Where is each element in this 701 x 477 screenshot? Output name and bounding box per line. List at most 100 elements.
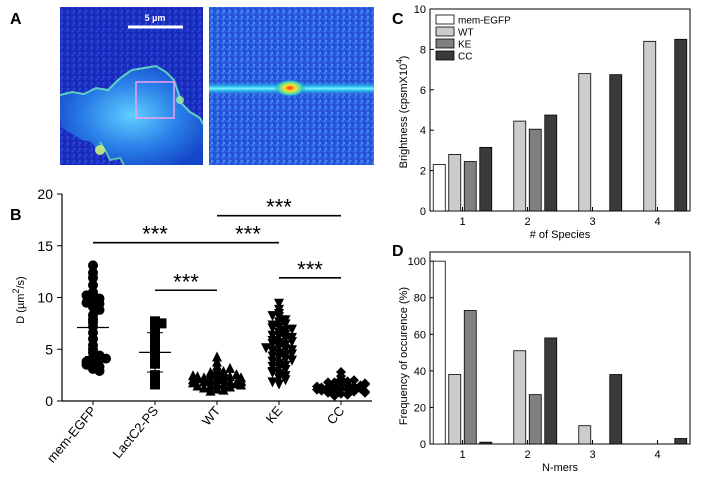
panel-c-ylabel: Brightness (cpsmX104) — [395, 56, 410, 169]
panel-d-ytick-label: 40 — [414, 366, 426, 378]
panel-b-ytick-label: 0 — [45, 393, 53, 409]
panel-c-ytick-label: 0 — [420, 206, 426, 218]
data-point — [274, 298, 284, 309]
panel-c-xlabel: # of Species — [530, 229, 591, 241]
panel-d-bar: Frequency of occurence (%) N-mers 0 20 40 6… — [398, 251, 691, 474]
data-point — [267, 368, 278, 379]
data-point — [225, 381, 235, 392]
panel-b-ytick-label: 15 — [37, 238, 53, 254]
panel-b-ytick-label: 5 — [45, 341, 53, 357]
data-point — [94, 365, 105, 376]
panel-d-bar-KE — [463, 310, 477, 445]
panel-d-bar-CC — [479, 441, 493, 445]
panel-d-xtick-label: 4 — [654, 449, 660, 461]
data-point — [225, 362, 235, 373]
panel-b-xtick-label: mem-EGFP — [44, 403, 100, 465]
data-point — [212, 351, 222, 362]
panel-d-bar-CC — [544, 337, 558, 445]
panel-label-a: A — [10, 11, 22, 28]
data-point — [150, 379, 160, 390]
roi-box — [135, 81, 175, 119]
panel-d-bar-WT — [513, 350, 527, 445]
panel-c-bar: Brightness (cpsmX104) # of Species 0 2 4 6 8… — [395, 4, 691, 241]
panel-label-c: C — [392, 11, 404, 28]
panel-b-series-CC — [312, 367, 370, 401]
panel-b-xtick-label: LactC2-PS — [109, 403, 161, 461]
data-point — [188, 370, 198, 381]
panel-c-legend-label: WT — [458, 28, 474, 39]
panel-d-ytick-label: 20 — [414, 402, 426, 414]
panel-d-bar-WT — [578, 425, 592, 445]
panel-b-xtick-label: KE — [263, 403, 286, 426]
panel-c-ytick-label: 8 — [420, 44, 426, 56]
panel-c-bar-CC — [479, 146, 493, 212]
panel-d-xtick-label: 1 — [459, 449, 465, 461]
panel-b-scatter: D (µm2/s) 0 5 10 15 20 mem-EGFP LactC2-PS WT KE C… — [11, 186, 372, 465]
panel-c-plot-frame — [429, 8, 691, 212]
data-point — [329, 390, 340, 401]
panel-d-ytick-label: 100 — [408, 256, 426, 268]
panel-c-bar-CC — [609, 74, 623, 212]
data-point — [267, 361, 278, 372]
panel-c-ytick-label: 4 — [420, 125, 426, 137]
data-point — [323, 377, 333, 388]
panel-b-significance-label: *** — [173, 269, 199, 294]
panel-b-ylabel: D (µm2/s) — [11, 276, 27, 323]
data-point — [287, 337, 297, 348]
panel-c-ytick-label: 6 — [420, 85, 426, 97]
panel-d-xtick-label: 3 — [589, 449, 595, 461]
data-point — [312, 384, 322, 395]
data-point — [88, 260, 98, 271]
data-point — [225, 376, 235, 387]
panel-b-ytick-label: 20 — [37, 186, 53, 202]
data-point — [81, 359, 92, 370]
panel-d-bar-KE — [528, 394, 542, 445]
data-point — [199, 376, 209, 387]
panel-c-bar-WT — [643, 40, 657, 212]
panel-d-bar-CC — [609, 374, 623, 445]
panel-b-series-KE — [261, 298, 297, 390]
panel-d-ylabel: Frequency of occurence (%) — [398, 287, 410, 425]
data-point — [101, 353, 111, 364]
panel-c-legend-label: mem-EGFP — [458, 16, 511, 27]
panel-d-bar-CC — [674, 438, 688, 445]
data-point — [205, 385, 216, 396]
panel-b-series-mem-EGFP — [81, 260, 111, 376]
data-point — [88, 280, 98, 291]
data-point — [274, 312, 284, 323]
panel-b-significance-label: *** — [266, 195, 292, 220]
panel-d-plot-frame — [429, 251, 691, 445]
data-point — [280, 333, 291, 344]
panel-c-legend-swatch — [435, 26, 455, 37]
data-point — [349, 375, 359, 386]
panel-b-significance-label: *** — [235, 222, 261, 247]
data-point — [267, 351, 278, 362]
panel-d-bar-mem-EGFP — [432, 260, 446, 445]
data-point — [81, 297, 92, 308]
panel-d-xlabel: N-mers — [542, 462, 579, 474]
data-point — [280, 375, 291, 386]
data-point — [150, 316, 160, 327]
panel-d-xtick-label: 2 — [524, 449, 530, 461]
microscopy-image-right — [209, 7, 374, 165]
panel-c-bar-CC — [544, 114, 558, 212]
data-point — [150, 370, 160, 381]
panel-c-legend-label: KE — [458, 40, 472, 51]
panel-d-ytick-label: 80 — [414, 293, 426, 305]
panel-label-b: B — [10, 207, 22, 224]
data-point — [236, 379, 246, 390]
panel-c-bar-KE — [463, 161, 477, 212]
panel-label-d: D — [392, 243, 404, 260]
panel-b-significance-label: *** — [142, 222, 168, 247]
panel-c-legend-swatch — [435, 50, 455, 61]
data-point — [267, 339, 278, 350]
data-point — [360, 387, 370, 398]
microscopy-image-left: 5 µm — [59, 7, 204, 166]
panel-b-xtick-label: CC — [324, 403, 348, 427]
panel-c-xtick-label: 1 — [459, 216, 465, 228]
panel-b-significance-label: *** — [297, 257, 323, 282]
data-point — [205, 375, 216, 386]
data-point — [218, 384, 229, 395]
data-point — [218, 369, 229, 380]
